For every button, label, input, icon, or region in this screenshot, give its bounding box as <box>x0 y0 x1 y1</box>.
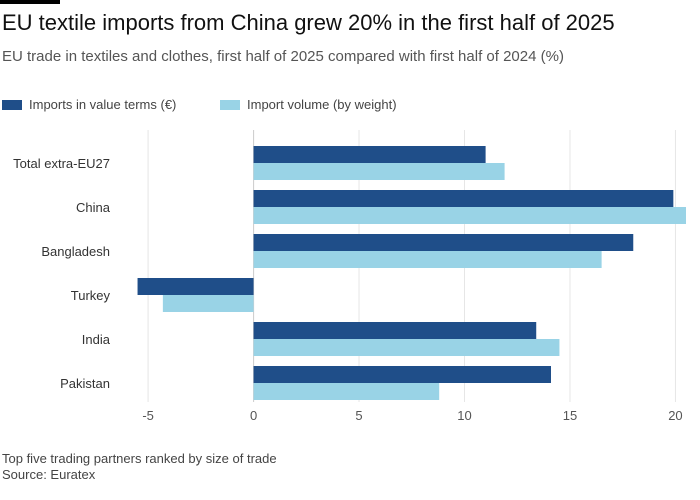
category-label: Pakistan <box>60 376 110 391</box>
bar-value <box>253 366 551 383</box>
category-label: Turkey <box>71 288 111 303</box>
x-tick-label: 0 <box>250 408 257 423</box>
x-tick-label: 15 <box>563 408 577 423</box>
bar-volume <box>253 207 686 224</box>
bar-value <box>253 190 674 207</box>
bar-volume <box>253 163 505 180</box>
bar-value <box>253 234 634 251</box>
legend-swatch-volume <box>220 100 240 110</box>
chart-note: Top five trading partners ranked by size… <box>2 451 277 466</box>
category-label: Bangladesh <box>41 244 110 259</box>
bar-chart: Total extra-EU27 China Bangladesh Turkey Ind… <box>13 130 686 423</box>
x-axis-tick-labels: -5 0 5 10 15 20 <box>142 408 682 423</box>
bar-value <box>253 146 486 163</box>
x-tick-label: 10 <box>457 408 471 423</box>
bar-volume <box>253 383 440 400</box>
legend-label-value: Imports in value terms (€) <box>29 97 177 112</box>
legend-swatch-value <box>2 100 22 110</box>
bars <box>137 146 686 400</box>
brand-bar <box>0 0 60 4</box>
bar-volume <box>162 295 254 312</box>
x-tick-label: 5 <box>355 408 362 423</box>
category-label: Total extra-EU27 <box>13 156 110 171</box>
bar-value <box>253 322 537 339</box>
bar-volume <box>253 339 560 356</box>
bar-volume <box>253 251 602 268</box>
chart-subtitle: EU trade in textiles and clothes, first … <box>2 48 564 65</box>
x-tick-label: -5 <box>142 408 154 423</box>
chart-title: EU textile imports from China grew 20% i… <box>2 10 615 35</box>
bar-value <box>137 278 254 295</box>
legend-label-volume: Import volume (by weight) <box>247 97 397 112</box>
category-label: China <box>76 200 111 215</box>
category-label: India <box>82 332 111 347</box>
x-tick-label: 20 <box>668 408 682 423</box>
category-labels: Total extra-EU27 China Bangladesh Turkey Ind… <box>13 156 111 391</box>
chart-source: Source: Euratex <box>2 467 96 482</box>
